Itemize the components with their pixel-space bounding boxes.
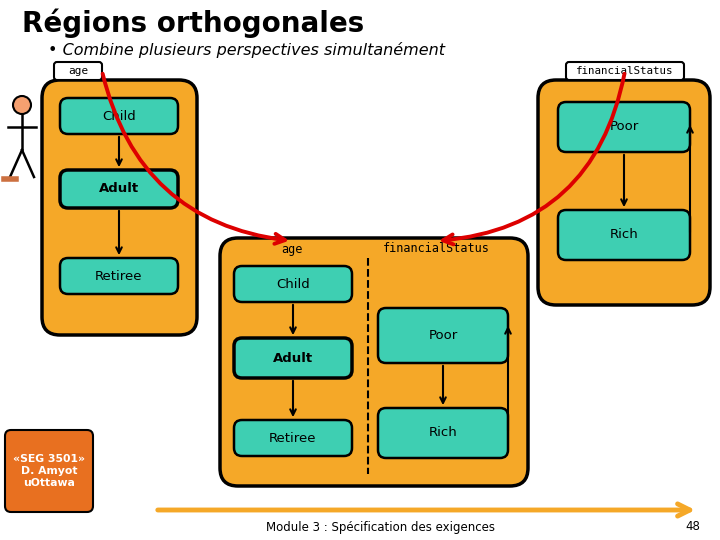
Text: financialStatus: financialStatus	[382, 242, 490, 255]
Text: • Combine plusieurs perspectives simultanément: • Combine plusieurs perspectives simulta…	[48, 42, 445, 58]
Circle shape	[13, 96, 31, 114]
Text: Adult: Adult	[273, 352, 313, 365]
Text: Poor: Poor	[609, 120, 639, 133]
Text: Poor: Poor	[428, 329, 458, 342]
Text: Rich: Rich	[610, 228, 639, 241]
FancyBboxPatch shape	[558, 210, 690, 260]
FancyBboxPatch shape	[566, 62, 684, 80]
FancyBboxPatch shape	[60, 258, 178, 294]
Text: Child: Child	[276, 278, 310, 291]
FancyBboxPatch shape	[558, 102, 690, 152]
FancyBboxPatch shape	[234, 266, 352, 302]
Text: 48: 48	[685, 521, 700, 534]
FancyBboxPatch shape	[220, 238, 528, 486]
Text: age: age	[68, 66, 88, 76]
Text: Child: Child	[102, 110, 136, 123]
Text: age: age	[282, 242, 302, 255]
FancyBboxPatch shape	[234, 338, 352, 378]
FancyBboxPatch shape	[54, 62, 102, 80]
FancyBboxPatch shape	[60, 98, 178, 134]
Text: Rich: Rich	[428, 427, 457, 440]
FancyBboxPatch shape	[378, 308, 508, 363]
Text: «SEG 3501»
D. Amyot
uOttawa: «SEG 3501» D. Amyot uOttawa	[13, 454, 85, 488]
FancyBboxPatch shape	[378, 408, 508, 458]
Text: Régions orthogonales: Régions orthogonales	[22, 8, 364, 37]
Text: Retiree: Retiree	[95, 269, 143, 282]
FancyBboxPatch shape	[42, 80, 197, 335]
FancyBboxPatch shape	[538, 80, 710, 305]
FancyBboxPatch shape	[234, 420, 352, 456]
Text: financialStatus: financialStatus	[576, 66, 674, 76]
Text: Module 3 : Spécification des exigences: Module 3 : Spécification des exigences	[266, 521, 495, 534]
Text: Retiree: Retiree	[269, 431, 317, 444]
FancyBboxPatch shape	[60, 170, 178, 208]
FancyBboxPatch shape	[5, 430, 93, 512]
Text: Adult: Adult	[99, 183, 139, 195]
